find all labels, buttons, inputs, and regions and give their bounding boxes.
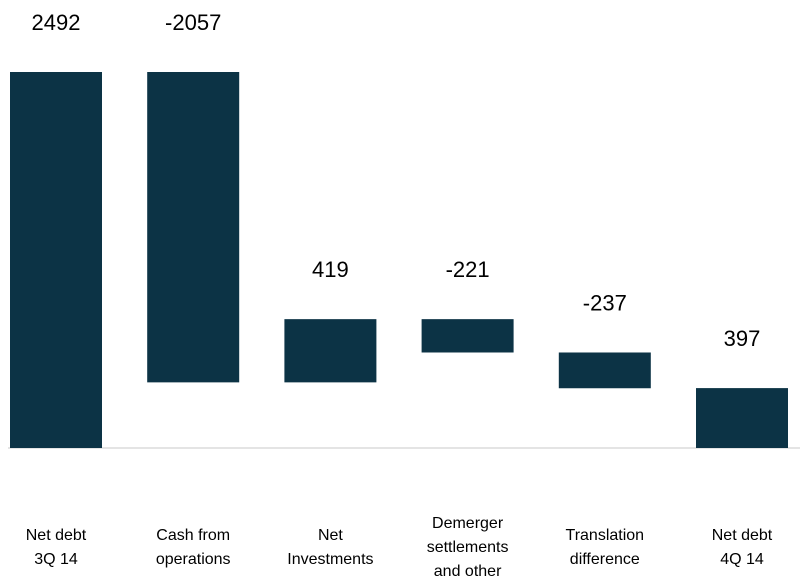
value-label: -2057 (165, 10, 221, 35)
x-tick-label-line: Net debt (26, 527, 87, 544)
value-label: 397 (724, 326, 761, 351)
x-tick-label: Cash from operations (156, 527, 231, 568)
x-tick-label-line: Cash from (156, 527, 230, 544)
x-tick-label-line: operations (156, 551, 231, 568)
bar (147, 72, 240, 383)
x-tick-label-line: settlements (427, 539, 509, 556)
bar (696, 388, 788, 448)
value-label: 419 (312, 257, 349, 282)
x-tick-label-line: and other (434, 563, 502, 580)
x-tick-label-line: Net debt (712, 527, 773, 544)
x-tick-label: Net debt 3Q 14 (26, 527, 87, 568)
x-tick-label-line: Translation (566, 527, 645, 544)
x-tick-label-line: Investments (287, 551, 373, 568)
bar (421, 319, 514, 353)
bar (10, 72, 102, 448)
bar (558, 352, 651, 389)
x-tick-label-line: Demerger (432, 515, 504, 532)
x-tick-label-line: 4Q 14 (720, 551, 764, 568)
x-tick-label: Net debt 4Q 14 (712, 527, 773, 568)
x-tick-label-line: difference (570, 551, 640, 568)
value-label: -237 (583, 290, 627, 315)
bar (284, 319, 377, 383)
x-tick-label: Translation difference (566, 527, 645, 568)
x-tick-label-line: 3Q 14 (34, 551, 78, 568)
x-tick-label: Demerger settlements and other (427, 515, 509, 580)
x-tick-label-line: Net (318, 527, 343, 544)
x-tick-label: Net Investments (287, 527, 373, 568)
value-label: -221 (446, 257, 490, 282)
value-label: 2492 (32, 10, 81, 35)
